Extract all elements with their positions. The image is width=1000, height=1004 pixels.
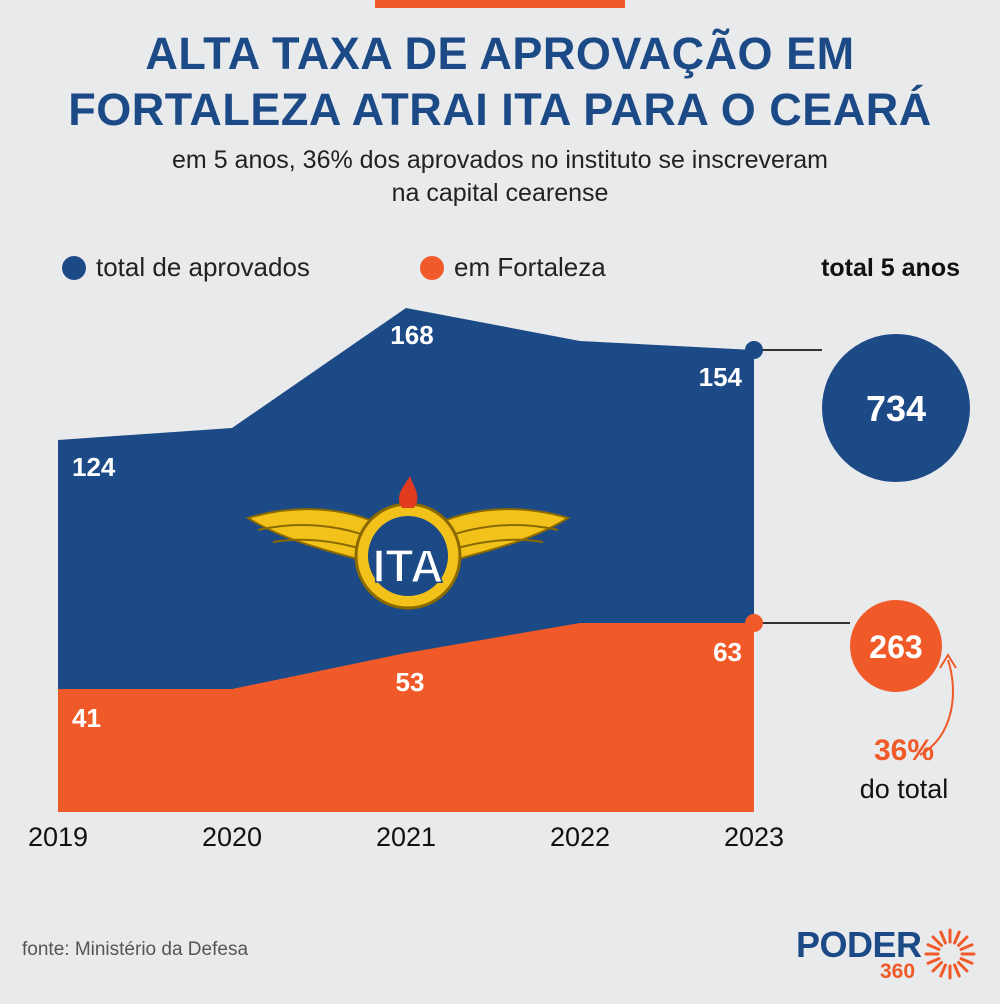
end-point-total xyxy=(745,341,763,359)
ita-logo-text: ITA xyxy=(373,540,444,592)
total-value: 734 xyxy=(866,388,926,429)
legend-dot-navy-icon xyxy=(62,255,86,280)
top-accent-bar xyxy=(375,0,625,8)
percent-arrow-icon xyxy=(919,659,954,756)
legend-label-fortaleza: em Fortaleza xyxy=(454,252,606,282)
total-connectors xyxy=(745,341,850,632)
percent-annotation: 36% xyxy=(874,734,934,767)
legend-item-fortaleza: em Fortaleza xyxy=(420,252,606,283)
legend-item-total: total de aprovados xyxy=(62,252,310,283)
legend-total-5-anos: total 5 anos xyxy=(821,254,960,282)
logo-brand-num: 360 xyxy=(880,960,916,983)
page-subtitle: em 5 anos, 36% dos aprovados no institut… xyxy=(130,144,870,210)
fortaleza-label-2019: 41 xyxy=(72,703,101,733)
x-tick-2020: 2020 xyxy=(201,822,263,852)
x-tick-2023: 2023 xyxy=(723,822,785,852)
area-em-fortaleza xyxy=(58,623,754,812)
subtitle-line-1: em 5 anos, 36% dos aprovados no institut… xyxy=(172,146,828,174)
title-line-2: FORTALEZA ATRAI ITA PARA O CEARÁ xyxy=(68,84,932,135)
ita-wings-logo-icon: ITA xyxy=(245,476,571,610)
x-tick-2021: 2021 xyxy=(375,822,437,852)
source-note: fonte: Ministério da Defesa xyxy=(22,939,249,960)
fortaleza-total-circle xyxy=(850,600,942,692)
title-line-1: ALTA TAXA DE APROVAÇÃO EM xyxy=(145,28,855,79)
legend-label-total: total de aprovados xyxy=(96,252,310,282)
subtitle-line-2: na capital cearense xyxy=(391,179,609,207)
legend-dot-orange-icon xyxy=(420,255,444,280)
x-tick-2019: 2019 xyxy=(27,822,89,852)
total-label-2023: 154 xyxy=(699,362,743,392)
fortaleza-label-2023: 63 xyxy=(713,637,742,667)
percent-annotation-text: do total xyxy=(860,774,949,804)
value-labels: 124 168 154 41 53 63 xyxy=(72,320,743,733)
total-label-2019: 124 xyxy=(72,452,116,482)
fortaleza-total-value: 263 xyxy=(869,629,922,665)
sun-rays-icon xyxy=(924,928,976,980)
total-label-2021: 168 xyxy=(390,320,433,350)
x-tick-2022: 2022 xyxy=(549,822,611,852)
logo-brand: PODER xyxy=(796,924,922,965)
total-circle xyxy=(822,334,970,482)
end-point-fortaleza xyxy=(745,614,763,632)
poder360-logo: PODER 360 xyxy=(796,924,976,988)
page-title: ALTA TAXA DE APROVAÇÃO EM FORTALEZA ATRA… xyxy=(0,26,1000,138)
fortaleza-label-2021: 53 xyxy=(396,667,425,697)
